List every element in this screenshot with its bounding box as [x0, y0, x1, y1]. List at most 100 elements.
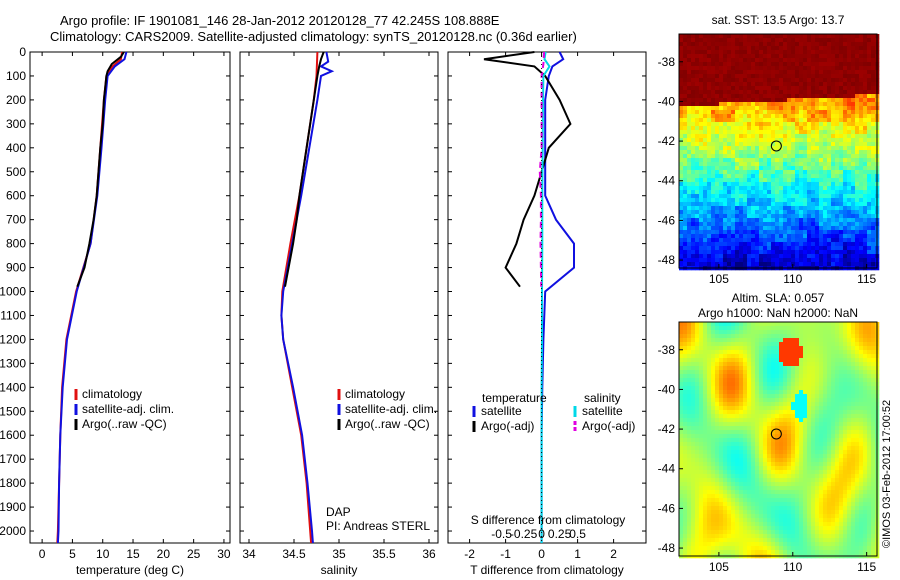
- map-cell: [687, 130, 692, 135]
- map-cell: [695, 106, 700, 111]
- map-cell: [743, 426, 748, 431]
- map-cell: [703, 426, 708, 431]
- map-cell: [835, 250, 840, 255]
- map-cell: [867, 210, 872, 215]
- map-cell: [775, 370, 780, 375]
- map-cell: [847, 70, 852, 75]
- map-cell: [859, 330, 864, 335]
- map-cell: [791, 254, 796, 259]
- map-cell: [819, 430, 824, 435]
- map-cell: [807, 330, 812, 335]
- map-cell: [867, 458, 872, 463]
- map-cell: [799, 150, 804, 155]
- map-cell: [695, 186, 700, 191]
- map-cell: [787, 374, 792, 379]
- map-cell: [851, 90, 856, 95]
- map-cell: [759, 346, 764, 351]
- map-cell: [795, 106, 800, 111]
- map-cell: [799, 38, 804, 43]
- map-cell: [803, 438, 808, 443]
- map-cell: [767, 134, 772, 139]
- map-cell: [799, 246, 804, 251]
- map-cell: [767, 438, 772, 443]
- map-cell: [719, 326, 724, 331]
- map-cell: [859, 414, 864, 419]
- map-cell: [683, 94, 688, 99]
- map-cell: [871, 386, 876, 391]
- map-cell: [723, 334, 728, 339]
- map-cell: [707, 346, 712, 351]
- map-cell: [719, 158, 724, 163]
- map-cell: [783, 330, 788, 335]
- map-cell: [763, 258, 768, 263]
- map-cell: [835, 446, 840, 451]
- map-cell: [691, 146, 696, 151]
- map-cell: [751, 194, 756, 199]
- map-cell: [867, 86, 872, 91]
- map-cell: [811, 394, 816, 399]
- map-cell: [679, 242, 684, 247]
- map-cell: [843, 414, 848, 419]
- map-cell: [843, 98, 848, 103]
- map-cell: [747, 82, 752, 87]
- map-cell: [855, 414, 860, 419]
- map-cell: [855, 370, 860, 375]
- map-cell: [827, 330, 832, 335]
- map-cell: [767, 238, 772, 243]
- map-cell: [823, 78, 828, 83]
- map-cell: [687, 66, 692, 71]
- map-cell: [687, 350, 692, 355]
- map-cell: [827, 58, 832, 63]
- map-cell: [871, 414, 876, 419]
- map-cell: [767, 214, 772, 219]
- map-cell: [827, 370, 832, 375]
- map-cell: [743, 450, 748, 455]
- map-cell: [807, 150, 812, 155]
- map-cell: [831, 218, 836, 223]
- map-cell: [683, 210, 688, 215]
- map-cell: [871, 194, 876, 199]
- map-cell: [851, 370, 856, 375]
- map-cell: [711, 262, 716, 267]
- map-cell: [683, 386, 688, 391]
- map-cell: [731, 62, 736, 67]
- map-cell: [731, 450, 736, 455]
- map-cell: [803, 102, 808, 107]
- map-cell: [811, 422, 816, 427]
- map-cell: [767, 218, 772, 223]
- map-cell: [787, 230, 792, 235]
- map-cell: [783, 334, 788, 339]
- map-cell: [839, 198, 844, 203]
- map-cell: [719, 142, 724, 147]
- map-cell: [739, 58, 744, 63]
- map-cell: [707, 338, 712, 343]
- map-cell: [831, 350, 836, 355]
- map-cell: [727, 174, 732, 179]
- map-cell: [795, 262, 800, 267]
- map-cell: [715, 230, 720, 235]
- map-cell: [831, 326, 836, 331]
- map-cell: [723, 70, 728, 75]
- map-cell: [747, 178, 752, 183]
- map-cell: [751, 462, 756, 467]
- map-cell: [739, 450, 744, 455]
- map-cell: [735, 158, 740, 163]
- map-cell: [711, 34, 716, 39]
- map-cell: [687, 158, 692, 163]
- map-cell: [795, 258, 800, 263]
- map-cell: [723, 198, 728, 203]
- map-cell: [755, 462, 760, 467]
- map-cell: [831, 402, 836, 407]
- map-cell: [703, 454, 708, 459]
- map-cell: [859, 74, 864, 79]
- map-cell: [827, 186, 832, 191]
- map-cell: [683, 354, 688, 359]
- map-cell: [751, 354, 756, 359]
- map-cell: [779, 182, 784, 187]
- map-cell: [771, 346, 776, 351]
- map-cell: [767, 398, 772, 403]
- map-cell: [755, 358, 760, 363]
- map-cell: [695, 458, 700, 463]
- map-cell: [775, 150, 780, 155]
- map-cell: [855, 78, 860, 83]
